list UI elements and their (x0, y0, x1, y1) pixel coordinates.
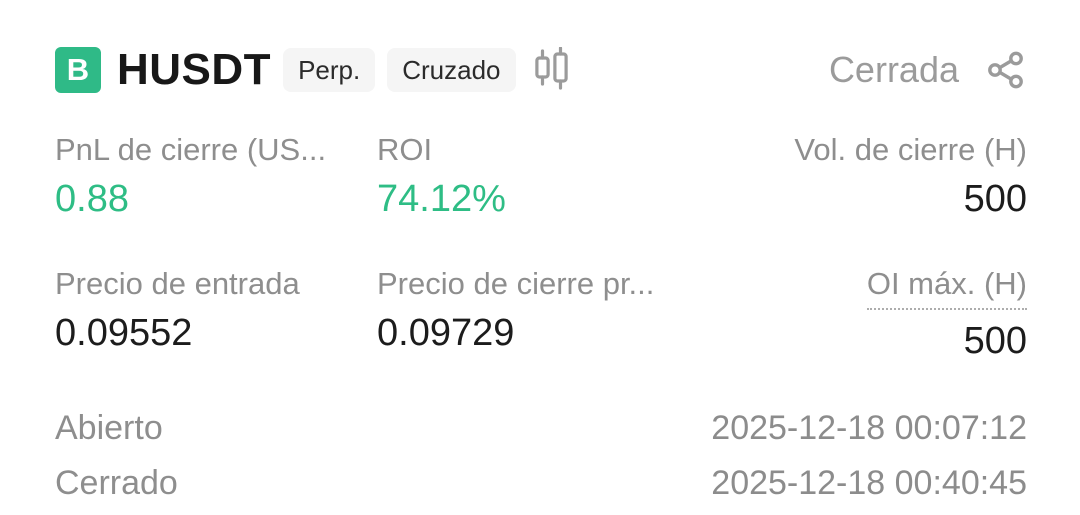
candlestick-chart-icon[interactable] (533, 46, 569, 93)
closed-label: Cerrado (55, 464, 178, 502)
timeline-row-opened: Abierto 2025-12-18 00:07:12 (55, 408, 1027, 448)
timeline-row-closed: Cerrado 2025-12-18 00:40:45 (55, 463, 1027, 503)
stats-row-1: PnL de cierre (US... 0.88 ROI 74.12% Vol… (55, 132, 1027, 220)
stat-roi: ROI 74.12% (377, 132, 794, 220)
stat-close-pnl-value: 0.88 (55, 178, 129, 220)
token-logo-letter: B (66, 51, 90, 87)
stat-close-volume: Vol. de cierre (H) 500 (794, 132, 1027, 220)
stat-close-pnl: PnL de cierre (US... 0.88 (55, 132, 377, 220)
stat-roi-value: 74.12% (377, 178, 506, 220)
stat-close-pnl-label: PnL de cierre (US... (55, 132, 327, 167)
opened-label: Abierto (55, 409, 163, 447)
stats-row-2: Precio de entrada 0.09552 Precio de cier… (55, 266, 1027, 362)
stat-entry-price-value: 0.09552 (55, 312, 193, 354)
stat-avg-close-price-label: Precio de cierre pr... (377, 266, 655, 301)
stat-max-oi-label: OI máx. (H) (866, 266, 1027, 310)
stat-max-oi: OI máx. (H) 500 (866, 266, 1027, 362)
position-header: B HUSDT Perp. Cruzado Cerrada (55, 46, 1027, 93)
closed-timestamp: 2025-12-18 00:40:45 (711, 464, 1027, 502)
stat-max-oi-value: 500 (963, 320, 1027, 362)
stat-roi-label: ROI (377, 132, 433, 167)
opened-timestamp: 2025-12-18 00:07:12 (711, 409, 1027, 447)
contract-type-badge: Perp. (283, 47, 376, 92)
stat-avg-close-price: Precio de cierre pr... 0.09729 (377, 266, 867, 354)
stat-max-oi-label-text[interactable]: OI máx. (H) (866, 266, 1027, 310)
stat-close-volume-label: Vol. de cierre (H) (794, 132, 1027, 167)
stat-entry-price: Precio de entrada 0.09552 (55, 266, 377, 354)
stat-close-volume-value: 500 (963, 178, 1027, 220)
symbol-title: HUSDT (117, 45, 272, 94)
token-logo: B (55, 46, 101, 93)
stat-entry-price-label: Precio de entrada (55, 266, 300, 301)
timeline: Abierto 2025-12-18 00:07:12 Cerrado 2025… (55, 408, 1027, 503)
status-label: Cerrada (828, 49, 959, 90)
stat-avg-close-price-value: 0.09729 (377, 312, 515, 354)
share-button[interactable] (985, 49, 1027, 91)
margin-mode-badge: Cruzado (387, 47, 516, 92)
